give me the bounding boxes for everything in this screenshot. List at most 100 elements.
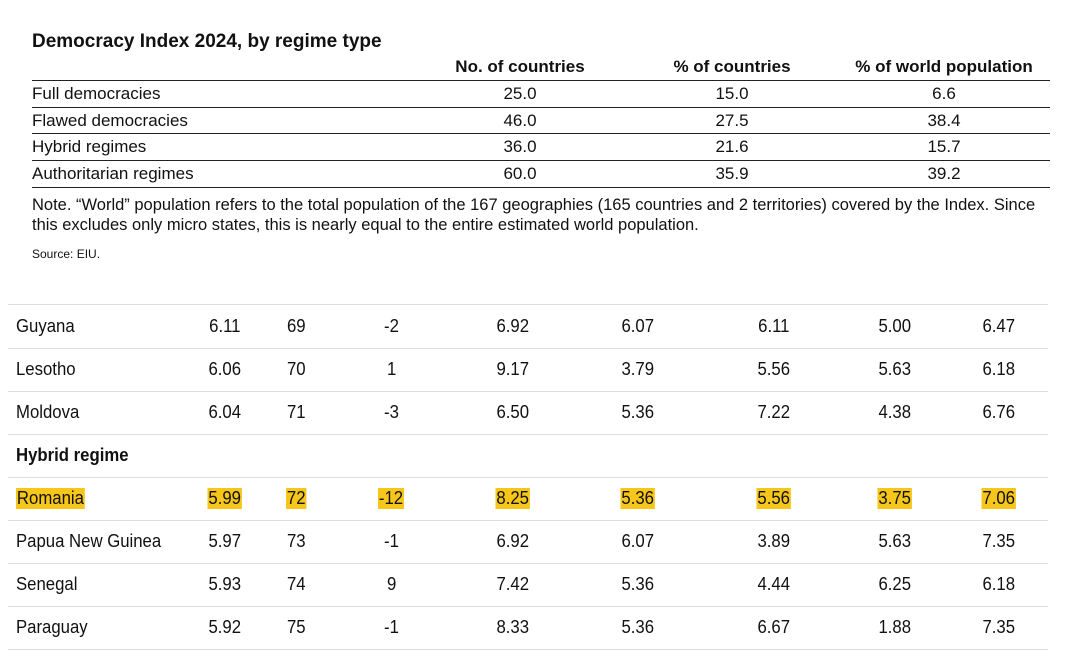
cell-wrap: 6.06: [208, 359, 243, 380]
cell-wrap: 73: [287, 531, 307, 552]
cell: 8.25: [495, 488, 530, 509]
cell: 5.56: [757, 359, 791, 379]
section-header: Hybrid regime: [16, 445, 129, 465]
cell-wrap: 4.38: [878, 402, 913, 423]
cell-wrap: 75: [287, 617, 307, 638]
cell-wrap: 7.35: [982, 531, 1017, 552]
cell-wrap: 4.44: [757, 574, 792, 595]
cell: 6.11: [758, 316, 790, 336]
cell: 9: [386, 574, 397, 594]
cell-wrap: 5.36: [621, 402, 656, 423]
rule: [8, 434, 1048, 435]
cell-wrap: 6.11: [758, 316, 792, 337]
cell: 7.22: [757, 402, 791, 422]
cell-wrap: 5.00: [878, 316, 913, 337]
cell-wrap: 6.18: [982, 359, 1017, 380]
cell-wrap: 5.56: [756, 488, 793, 509]
cell: 3.75: [877, 488, 912, 509]
cell: 6.25: [878, 574, 912, 594]
cell: 6.11: [209, 316, 241, 336]
cell: 21.6: [715, 137, 749, 157]
cell: 6.50: [496, 402, 530, 422]
row-label: Flawed democracies: [32, 110, 188, 130]
cell: 25.0: [503, 84, 537, 103]
cell-wrap: 5.92: [208, 617, 243, 638]
cell: 6.47: [982, 316, 1016, 336]
cell: 74: [286, 574, 306, 594]
name-wrap: Lesotho: [16, 359, 80, 380]
cell-wrap: 6.47: [982, 316, 1017, 337]
cell-wrap: 5.63: [878, 531, 913, 552]
cell: 7.35: [982, 617, 1016, 637]
cell: 5.63: [878, 359, 912, 379]
cell: 4.38: [878, 402, 912, 422]
cell: 15.0: [715, 84, 749, 103]
cell-wrap: 1.88: [878, 617, 913, 638]
cell-wrap: 5.36: [620, 488, 657, 509]
rule: [8, 477, 1048, 478]
cell: 46.0: [503, 110, 537, 130]
cell: 5.56: [756, 488, 791, 509]
cell: 7.06: [981, 488, 1016, 509]
summary-title: Democracy Index 2024, by regime type: [32, 31, 382, 52]
cell-wrap: 74: [287, 574, 307, 595]
rule: [8, 348, 1048, 349]
cell-wrap: 5.93: [208, 574, 243, 595]
cell: -2: [383, 316, 399, 336]
cell: 71: [286, 402, 306, 422]
cell: 38.4: [927, 110, 961, 130]
cell: 5.36: [620, 488, 655, 509]
cell-wrap: 7.22: [757, 402, 792, 423]
cell: 7.35: [982, 531, 1016, 551]
cell-wrap: 6.92: [496, 316, 531, 337]
cell: 5.63: [878, 531, 912, 551]
cell-wrap: 6.92: [496, 531, 531, 552]
row-label: Papua New Guinea: [16, 531, 162, 551]
cell-wrap: 7.06: [981, 488, 1018, 509]
rule: [8, 391, 1048, 392]
cell-wrap: -3: [384, 402, 400, 423]
cell-wrap: -1: [384, 531, 400, 552]
cell: 15.7: [927, 137, 961, 157]
row-label: Romania: [16, 488, 85, 509]
cell-wrap: 70: [287, 359, 307, 380]
row-label: Guyana: [16, 316, 75, 336]
cell: 5.36: [621, 402, 655, 422]
cell-wrap: -12: [377, 488, 406, 509]
cell: 70: [286, 359, 306, 379]
cell-wrap: 69: [287, 316, 307, 337]
cell: 5.97: [208, 531, 242, 551]
cell-wrap: 3.79: [621, 359, 656, 380]
cell: 6.07: [621, 316, 655, 336]
cell-wrap: 72: [285, 488, 308, 509]
cell-wrap: 6.04: [208, 402, 243, 423]
rule: [32, 186, 1050, 188]
cell: 6.06: [208, 359, 242, 379]
cell: 73: [286, 531, 306, 551]
rule: [8, 304, 1048, 305]
cell-wrap: 6.18: [982, 574, 1017, 595]
name-wrap: Guyana: [16, 316, 79, 337]
note: Note. “World” population refers to the t…: [32, 196, 1036, 234]
row-label: Authoritarian regimes: [32, 164, 194, 184]
rule: [32, 106, 1050, 108]
rule: [8, 563, 1048, 564]
column-header: % of countries: [673, 57, 791, 76]
row-label: Senegal: [16, 574, 78, 594]
cell: -12: [377, 488, 405, 509]
row-label: Lesotho: [16, 359, 76, 379]
cell: 6.6: [932, 84, 956, 103]
rule: [32, 80, 1050, 81]
cell: 6.92: [496, 316, 530, 336]
row-label: Hybrid regimes: [32, 137, 147, 157]
cell-wrap: 9.17: [496, 359, 531, 380]
cell: 6.92: [496, 531, 530, 551]
cell: 1: [386, 359, 397, 379]
cell: 36.0: [503, 137, 537, 157]
cell: 27.5: [715, 110, 749, 130]
cell: 7.42: [496, 574, 530, 594]
cell: 6.18: [982, 359, 1016, 379]
cell-wrap: 6.11: [209, 316, 243, 337]
cell-wrap: 7.35: [982, 617, 1017, 638]
